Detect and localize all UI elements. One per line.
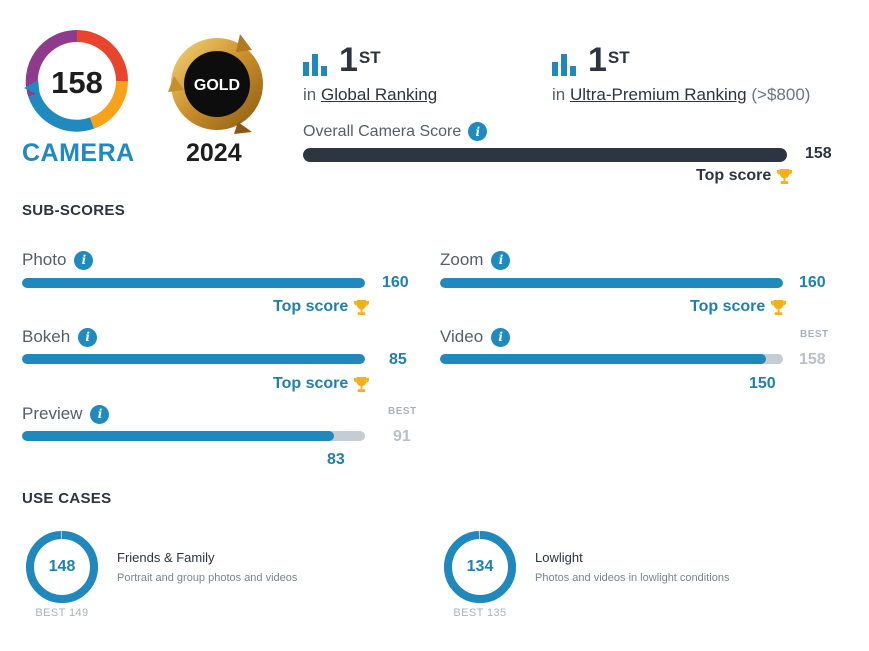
trophy-icon (354, 299, 370, 315)
trophy-icon (771, 299, 787, 315)
lowlight-score-value: 134 (466, 558, 494, 575)
bokeh-score-bar (22, 354, 365, 364)
photo-score-value: 160 (382, 274, 409, 291)
overall-score-label: Overall Camera Score i (303, 122, 488, 141)
zoom-score-bar (440, 278, 783, 288)
zoom-score-fill (440, 278, 783, 288)
global-ranking-link[interactable]: Global Ranking (320, 85, 438, 104)
photo-top-score: Top score (273, 298, 370, 316)
zoom-label: Zoom i (440, 250, 511, 270)
preview-best-value: 91 (393, 428, 411, 445)
global-rank-text: in Global Ranking (303, 85, 438, 104)
zoom-score-value: 160 (799, 274, 826, 291)
friends-family-desc: Portrait and group photos and videos (117, 572, 298, 584)
camera-score-logo: 158 (24, 30, 128, 132)
bokeh-score-value: 85 (389, 351, 407, 368)
info-icon[interactable]: i (468, 122, 488, 141)
info-icon[interactable]: i (74, 250, 94, 270)
lowlight-desc: Photos and videos in lowlight conditions (535, 572, 730, 584)
lowlight-best: BEST 135 (453, 607, 507, 619)
preview-score-fill (22, 431, 335, 441)
video-best-label: BEST (800, 329, 829, 340)
trophy-icon (777, 168, 793, 184)
overall-score-bar (303, 148, 787, 162)
camera-score-number: 158 (51, 65, 103, 100)
bokeh-top-score: Top score (273, 375, 370, 393)
video-label: Video i (440, 327, 511, 347)
photo-label: Photo i (22, 250, 94, 270)
overall-score-fill (303, 148, 787, 162)
video-score-bar (440, 354, 783, 364)
info-icon[interactable]: i (491, 327, 511, 347)
preview-label: Preview i (22, 404, 110, 424)
bokeh-score-fill (22, 354, 365, 364)
price-note: (>$800) (751, 85, 811, 104)
subscores-heading: SUB-SCORES (22, 202, 126, 219)
gold-badge-label: GOLD (194, 77, 240, 94)
friends-family-best: BEST 149 (35, 607, 89, 619)
photo-score-bar (22, 278, 365, 288)
preview-score-value: 83 (327, 451, 345, 468)
premium-ranking: 1ST in Ultra-Premium Ranking (>$800) (552, 40, 852, 110)
badge-year: 2024 (186, 139, 242, 167)
video-score-value: 150 (749, 375, 776, 392)
video-score-fill (440, 354, 766, 364)
premium-rank-text: in Ultra-Premium Ranking (>$800) (552, 85, 811, 104)
friends-family-score-ring (26, 531, 98, 603)
video-best-value: 158 (799, 351, 826, 368)
use-cases-heading: USE CASES (22, 490, 112, 507)
global-rank-number: 1ST (339, 41, 381, 79)
overall-top-score: Top score (696, 167, 793, 185)
premium-rank-number: 1ST (588, 41, 630, 79)
lowlight-score-ring (444, 531, 516, 603)
preview-score-bar (22, 431, 365, 441)
global-ranking: 1ST in Global Ranking (303, 40, 533, 110)
photo-score-fill (22, 278, 365, 288)
friends-family-title: Friends & Family (117, 550, 215, 565)
lowlight-title: Lowlight (535, 550, 583, 565)
trophy-icon (354, 376, 370, 392)
gold-badge-logo: GOLD (168, 34, 263, 134)
zoom-top-score: Top score (690, 298, 787, 316)
ranking-bars-icon (552, 54, 576, 76)
ranking-bars-icon (303, 54, 327, 76)
camera-label: CAMERA (22, 139, 135, 167)
overall-score-value: 158 (805, 145, 832, 162)
friends-family-score-value: 148 (48, 558, 76, 575)
ultra-premium-ranking-link[interactable]: Ultra-Premium Ranking (569, 85, 747, 104)
preview-best-label: BEST (388, 406, 417, 417)
info-icon[interactable]: i (78, 327, 98, 347)
bokeh-label: Bokeh i (22, 327, 98, 347)
info-icon[interactable]: i (90, 404, 110, 424)
info-icon[interactable]: i (491, 250, 511, 270)
